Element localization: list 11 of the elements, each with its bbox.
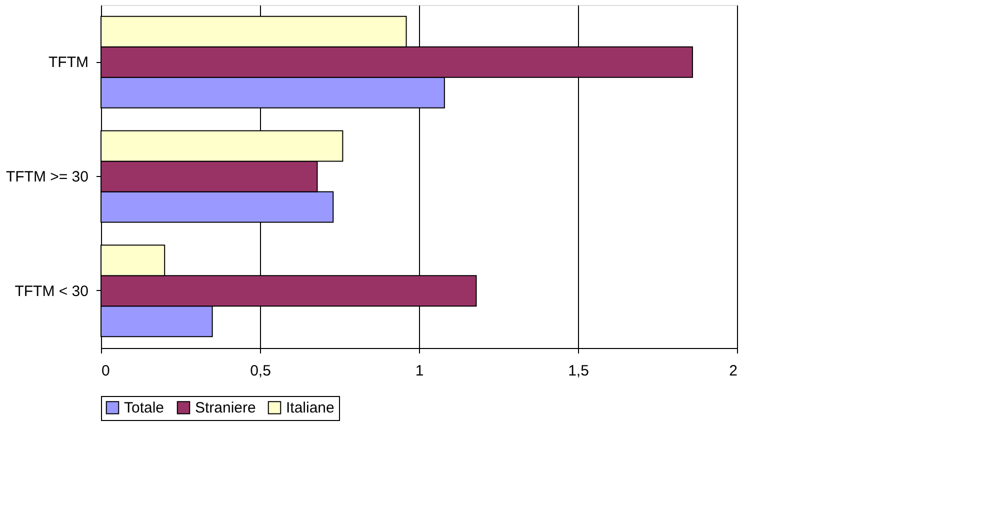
legend-label: Totale bbox=[124, 400, 164, 417]
x-tick-label: 1 bbox=[415, 362, 424, 380]
x-tick-label: 2 bbox=[729, 362, 738, 380]
y-tick-label: TFTM bbox=[48, 54, 88, 72]
legend-label: Italiane bbox=[286, 400, 334, 417]
x-tick-label: 0 bbox=[102, 362, 110, 380]
x-tick-label: 0,5 bbox=[250, 362, 271, 380]
x-tick-label: 1,5 bbox=[568, 362, 589, 380]
legend-label: Straniere bbox=[195, 400, 256, 417]
y-tick-label: TFTM >= 30 bbox=[6, 168, 88, 186]
y-tick-label: TFTM < 30 bbox=[14, 282, 88, 300]
